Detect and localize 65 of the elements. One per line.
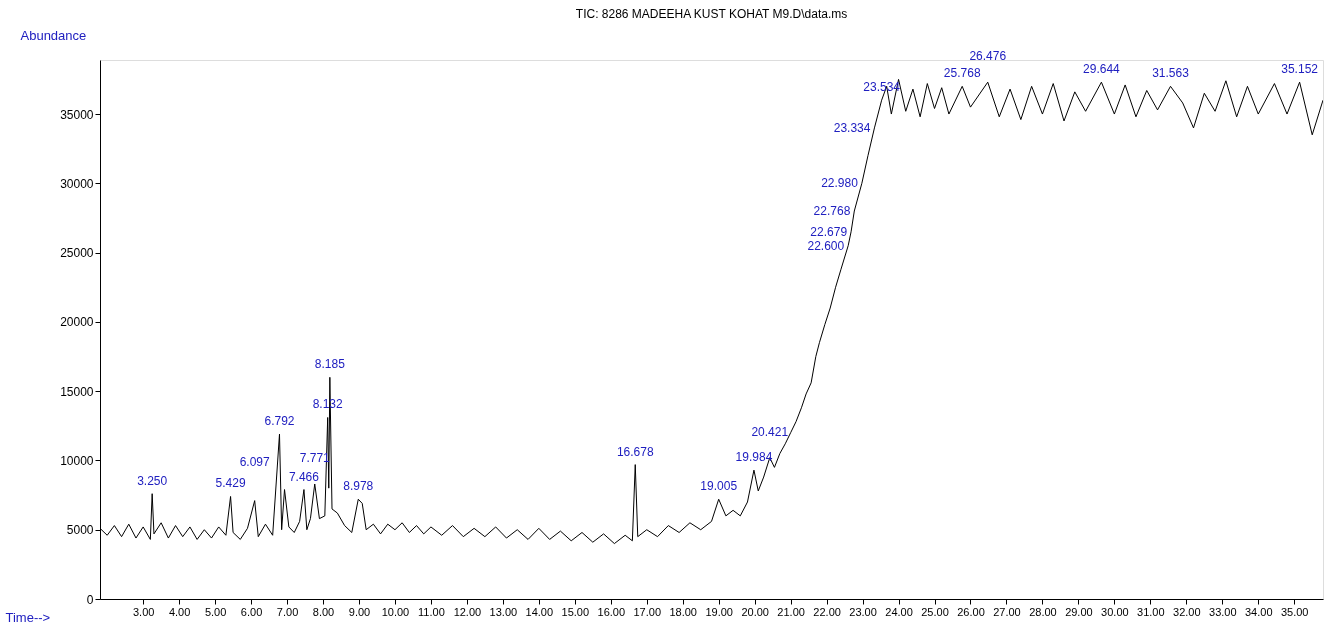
annotation: 3.250 (137, 473, 168, 488)
x-tick-label: 11.00 (418, 605, 445, 618)
y-tick-label: 15000 (60, 384, 94, 399)
x-tick-label: 18.00 (669, 605, 697, 618)
x-tick-label: 23.00 (849, 605, 877, 618)
x-tick-label: 3.00 (132, 605, 155, 618)
annotation: 19.005 (700, 479, 738, 494)
x-tick-label: 26.00 (957, 605, 985, 618)
y-tick-label: 10000 (60, 453, 94, 468)
y-tick-label: 0 (86, 592, 94, 607)
x-tick-label: 16.00 (597, 605, 626, 618)
y-tick-label: 35000 (60, 107, 94, 122)
x-tick-label: 25.00 (921, 605, 949, 618)
x-tick-label: 32.00 (1173, 605, 1201, 618)
y-tick-label: 5000 (66, 523, 94, 538)
x-tick-label: 19.00 (705, 605, 733, 618)
y-tick-label: 25000 (60, 246, 94, 261)
x-tick-label: 29.00 (1065, 605, 1093, 618)
x-tick-label: 15.00 (561, 605, 590, 618)
annotation: 19.984 (735, 450, 773, 465)
x-tick-label: 4.00 (168, 605, 191, 618)
x-tick-label: 34.00 (1244, 605, 1273, 618)
x-tick-label: 6.00 (240, 605, 263, 618)
annotation: 7.466 (288, 469, 320, 484)
annotation: 5.429 (215, 476, 246, 491)
x-tick-label: 24.00 (885, 605, 913, 618)
annotation: 8.978 (343, 479, 374, 494)
x-tick-label: 9.00 (348, 605, 371, 618)
chart-title: TIC: 8286 MADEEHA KUST KOHAT M9.D\data.ms (575, 7, 848, 21)
annotation: 31.563 (1152, 66, 1190, 81)
x-tick-label: 31.00 (1137, 605, 1165, 618)
y-tick-label: 20000 (60, 315, 94, 330)
annotation: 26.476 (969, 49, 1007, 64)
x-tick-label: 7.00 (276, 605, 299, 618)
x-tick-label: 33.00 (1209, 605, 1237, 618)
annotation: 22.600 (807, 238, 845, 253)
x-tick-label: 12.00 (453, 605, 482, 618)
annotation: 6.792 (264, 414, 295, 429)
x-tick-label: 10.00 (381, 605, 410, 618)
x-tick-label: 8.00 (312, 605, 335, 618)
x-tick-label: 17.00 (633, 605, 662, 618)
x-tick-label: 21.00 (777, 605, 805, 618)
x-tick-label: 27.00 (993, 605, 1021, 618)
annotation: 25.768 (943, 66, 981, 81)
x-tick-label: 5.00 (204, 605, 227, 618)
annotation: 29.644 (1083, 62, 1121, 77)
annotation: 8.185 (314, 357, 346, 372)
annotation: 16.678 (616, 444, 654, 459)
annotation: 22.679 (810, 224, 848, 239)
x-tick-label: 30.00 (1101, 605, 1129, 618)
x-tick-label: 35.00 (1280, 605, 1309, 618)
x-tick-label: 13.00 (489, 605, 518, 618)
y-tick-label: 30000 (60, 176, 94, 191)
x-tick-label: 20.00 (741, 605, 769, 618)
x-tick-label: 28.00 (1029, 605, 1057, 618)
annotation: 20.421 (751, 424, 789, 439)
x-tick-label: 22.00 (813, 605, 841, 618)
annotation: 23.334 (833, 120, 871, 135)
x-tick-label: 14.00 (525, 605, 554, 618)
x-axis-title: Time--> (5, 609, 51, 625)
y-axis-title: Abundance (20, 27, 87, 43)
annotation: 35.152 (1281, 62, 1319, 77)
annotation: 6.097 (239, 454, 271, 469)
annotation: 22.980 (821, 176, 859, 191)
annotation: 22.768 (813, 204, 851, 219)
